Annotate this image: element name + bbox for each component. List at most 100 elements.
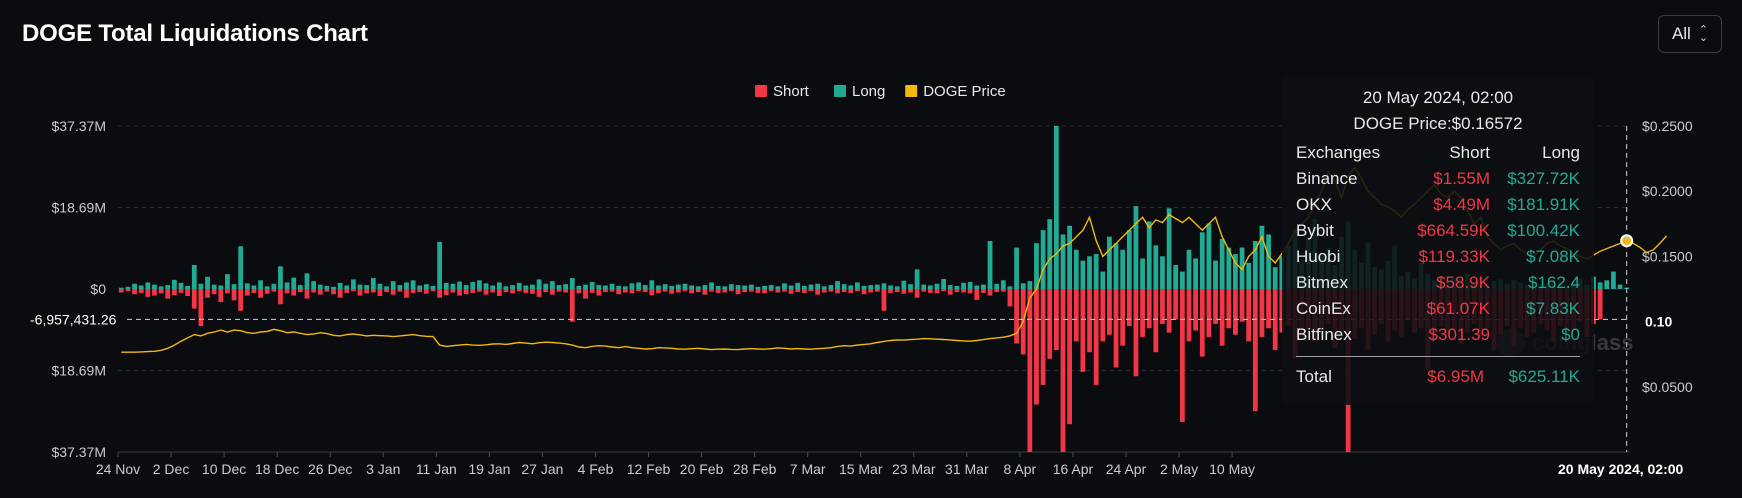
exchange-name: OKX xyxy=(1296,195,1332,214)
long-bar xyxy=(642,285,648,289)
short-bar xyxy=(821,289,827,293)
long-bar xyxy=(1107,236,1112,289)
crosshair-x-label-bg xyxy=(1552,457,1700,481)
long-bar xyxy=(258,280,263,289)
short-bar xyxy=(450,289,456,293)
short-bar xyxy=(689,289,695,294)
short-bar xyxy=(967,289,973,294)
short-bar xyxy=(1140,289,1145,337)
tooltip-row: Bitmex $58.9K $162.4 xyxy=(1296,270,1580,296)
short-bar xyxy=(1014,289,1019,344)
long-bar xyxy=(463,285,469,289)
long-bar xyxy=(324,285,330,289)
long-bar xyxy=(178,282,184,289)
long-bar xyxy=(755,286,761,289)
short-bar xyxy=(244,289,250,296)
long-bar xyxy=(563,284,569,289)
short-bar xyxy=(1047,289,1053,359)
short-bar xyxy=(1272,289,1278,351)
left-axis-tick-label: $37.37M xyxy=(52,444,106,460)
short-bar xyxy=(669,289,675,294)
long-bar xyxy=(1007,286,1013,289)
long-bar xyxy=(244,283,250,289)
short-bar xyxy=(616,289,622,295)
tooltip-total-row: Total $6.95M $625.11K xyxy=(1296,367,1580,387)
short-bar xyxy=(1246,289,1252,342)
tooltip-header-exchanges: Exchanges xyxy=(1296,143,1381,162)
long-bar xyxy=(702,285,708,289)
tooltip-row: Binance $1.55M $327.72K xyxy=(1296,166,1580,192)
long-bar xyxy=(1611,271,1616,289)
legend-label: Long xyxy=(852,83,885,100)
crosshair-y-label-bg xyxy=(18,307,126,332)
short-bar xyxy=(231,289,237,301)
long-bar xyxy=(1597,282,1603,289)
long-bar xyxy=(603,285,608,289)
short-bar xyxy=(125,289,131,292)
tooltip-divider xyxy=(1296,356,1580,357)
long-bar xyxy=(848,285,854,289)
x-axis-tick-label: 2 Dec xyxy=(153,461,190,477)
short-bar xyxy=(1226,289,1232,329)
short-bar xyxy=(815,289,821,295)
long-bar xyxy=(205,276,210,289)
long-bar xyxy=(801,285,807,289)
long-bar xyxy=(211,284,217,289)
long-bar xyxy=(410,280,416,289)
tooltip: 20 May 2024, 02:00 DOGE Price:$0.16572 E… xyxy=(1282,75,1594,405)
x-axis-tick-label: 23 Mar xyxy=(892,461,936,477)
long-bar xyxy=(1146,221,1152,289)
chevron-up-down-icon: ⌃ ⌄ xyxy=(1698,24,1709,44)
short-bar xyxy=(523,289,529,293)
short-bar xyxy=(868,289,874,293)
left-axis-tick-label: $18.69M xyxy=(52,200,106,216)
long-bar xyxy=(722,286,728,289)
crosshair-x-label: 20 May 2024, 02:00 xyxy=(1558,461,1684,477)
short-bar xyxy=(709,289,714,292)
short-bar xyxy=(549,289,555,295)
short-bar xyxy=(1100,289,1106,342)
short-bar xyxy=(1027,289,1033,452)
long-bar xyxy=(1020,283,1026,289)
long-bar xyxy=(437,241,443,289)
long-bar xyxy=(868,285,874,289)
long-bar xyxy=(768,285,774,289)
short-bar xyxy=(264,289,270,294)
short-bar xyxy=(755,289,761,293)
long-bar xyxy=(496,282,502,289)
legend-swatch xyxy=(905,85,918,97)
long-bar xyxy=(171,279,177,289)
short-bar xyxy=(629,289,635,294)
short-bar xyxy=(742,289,748,293)
total-short-value: $6.95M xyxy=(1427,367,1484,386)
short-bar xyxy=(788,289,794,294)
x-axis-tick-label: 7 Mar xyxy=(790,461,826,477)
long-bar xyxy=(1120,249,1126,289)
short-bar xyxy=(1107,289,1112,335)
short-bar xyxy=(981,289,986,293)
x-axis-tick-label: 15 Mar xyxy=(839,461,883,477)
short-bar xyxy=(1179,289,1185,423)
short-bar xyxy=(596,289,602,296)
long-bar xyxy=(1166,208,1172,289)
long-bar xyxy=(304,273,310,289)
short-bar xyxy=(218,289,224,303)
tooltip-table: Exchanges Short Long Binance $1.55M $327… xyxy=(1296,140,1580,348)
x-axis-tick-label: 2 May xyxy=(1160,461,1198,477)
legend-label: Short xyxy=(773,83,810,100)
short-bar xyxy=(1120,289,1126,346)
right-axis: $0.2500 $0.2000 $0.1500 $0.0500 xyxy=(1642,118,1693,395)
short-bar xyxy=(1239,289,1245,322)
range-select[interactable]: All ⌃ ⌄ xyxy=(1658,15,1722,53)
long-bar xyxy=(782,283,787,289)
long-bar xyxy=(1206,223,1212,289)
x-axis-tick-label: 31 Mar xyxy=(945,461,989,477)
short-bar xyxy=(583,289,588,299)
long-bar xyxy=(762,285,767,289)
long-bar xyxy=(1034,243,1039,289)
short-bar xyxy=(861,289,867,295)
exchange-name: Huobi xyxy=(1296,247,1341,266)
short-bar xyxy=(530,289,535,294)
short-bar xyxy=(1186,289,1192,342)
x-axis-tick-label: 8 Apr xyxy=(1004,461,1037,477)
